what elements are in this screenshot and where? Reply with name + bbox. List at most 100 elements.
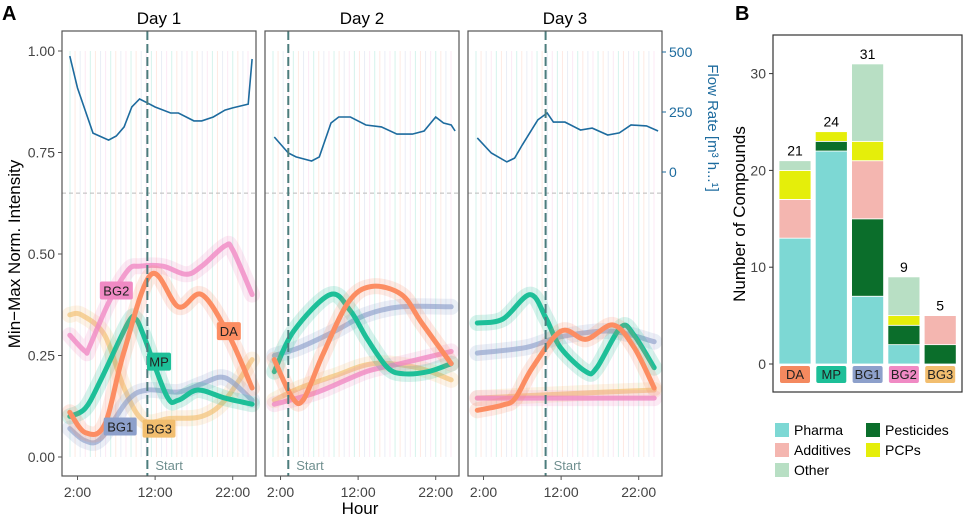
bar-segment-da-pharma: [778, 237, 812, 365]
y-tick-label: 1.00: [28, 43, 55, 59]
start-label: Start: [296, 458, 324, 473]
x-axis-label: Hour: [342, 499, 379, 518]
series-label-box-bg1: [103, 417, 137, 436]
x-tick-label: 2:00: [64, 484, 91, 500]
series-label-bg2: BG2: [103, 284, 129, 299]
x-tick-label: 12:00: [138, 484, 173, 500]
series-label-bg1: BG1: [107, 420, 133, 435]
bar-y-tick-label: 30: [750, 66, 766, 82]
x-tick-label: 2:00: [470, 484, 497, 500]
category-label-box: [780, 366, 810, 383]
y2-tick-label: 250: [669, 104, 693, 120]
y-tick-label: 0.00: [28, 449, 55, 465]
bar-segment-mp-pharma: [814, 150, 848, 365]
facet-day-1: Day 1 Start 2:00 12:00 22:00 DA MP BG1 BG2 BG3: [61, 9, 261, 500]
category-label-box: [852, 366, 883, 383]
category-label-box: [888, 366, 919, 383]
bar-y-tick-label: 0: [758, 356, 766, 372]
category-label-bg1: BG1: [855, 367, 881, 382]
bar-y-tick-label: 20: [750, 162, 766, 178]
start-label: Start: [554, 458, 582, 473]
series-line-mp: [67, 313, 255, 419]
y2-axis-label: Flow Rate [m³ h...¹]: [704, 64, 721, 192]
series-line-da: [474, 322, 657, 413]
bar-segment-bg3-additives: [923, 315, 957, 346]
series-label-box-bg2: [99, 281, 133, 300]
series-label-da: DA: [220, 324, 238, 339]
y-axis-label: Min−Max Norm. Intensity: [5, 159, 24, 348]
bar-segment-bg1-pharma: [851, 295, 884, 365]
series-line-da: [271, 283, 454, 407]
panel-b: 0 10 20 30 21 DA 24 MP 31 BG1 9 BG2 5 BG3 Pharma Pestic…: [750, 34, 963, 478]
bar-segment-mp-pesticides: [814, 140, 848, 152]
legend-swatch-additives: [775, 443, 789, 457]
flow-rate-line: [69, 55, 253, 141]
flow-rate-line: [476, 111, 659, 163]
facet-frame: [264, 30, 460, 477]
bar-y-axis-label: Number of Compounds: [730, 126, 749, 302]
series-label-box-da: [216, 322, 241, 341]
category-label-box: [816, 366, 847, 383]
bar-segment-bg1-other: [851, 63, 884, 142]
facet-day-3: Day 3 Start 2:00 12:00 22:00: [467, 9, 663, 500]
category-label-da: DA: [786, 367, 804, 382]
bar-segment-da-additives: [778, 199, 812, 239]
series-line-bg3: [271, 360, 454, 403]
series-line-bg2: [67, 241, 255, 356]
bar-segment-bg2-pharma: [887, 344, 921, 365]
bar-segment-bg2-pcps: [887, 315, 921, 326]
facet-frame: [467, 30, 663, 477]
bar-segment-bg2-pesticides: [887, 324, 921, 346]
series-line-mp: [271, 291, 454, 377]
y2-tick-label: 0: [669, 164, 677, 180]
category-label-mp: MP: [822, 367, 842, 382]
x-tick-label: 22:00: [418, 484, 453, 500]
y-tick-label: 0.75: [28, 145, 55, 161]
series-label-box-mp: [147, 352, 171, 371]
facet-title: Day 2: [340, 9, 384, 28]
facet-title: Day 3: [543, 9, 587, 28]
bar-segment-da-pcps: [778, 169, 812, 200]
legend-label-pcps: PCPs: [885, 442, 921, 458]
category-label-bg2: BG2: [891, 367, 917, 382]
bar-total-label: 31: [860, 46, 876, 62]
bar-segment-mp-pcps: [814, 131, 848, 142]
series-line-da: [67, 270, 255, 438]
legend-label-other: Other: [794, 462, 829, 478]
series-line-bg1: [271, 303, 454, 358]
legend-label-pesticides: Pesticides: [885, 422, 949, 438]
legend-swatch-other: [775, 463, 789, 477]
start-label: Start: [155, 458, 183, 473]
x-tick-label: 12:00: [544, 484, 579, 500]
legend-label-pharma: Pharma: [794, 422, 843, 438]
x-tick-label: 12:00: [341, 484, 376, 500]
bar-y-tick-label: 10: [750, 259, 766, 275]
bar-segment-bg2-other: [887, 276, 921, 317]
flow-rate-line: [273, 115, 456, 162]
bar-total-label: 5: [936, 298, 944, 314]
x-tick-label: 22:00: [621, 484, 656, 500]
y-tick-label: 0.50: [28, 246, 55, 262]
bar-total-label: 9: [900, 259, 908, 275]
x-tick-label: 22:00: [215, 484, 250, 500]
legend-swatch-pesticides: [866, 423, 880, 437]
bar-segment-da-other: [778, 160, 812, 171]
legend-swatch-pharma: [775, 423, 789, 437]
facet-title: Day 1: [137, 9, 181, 28]
bar-total-label: 21: [787, 143, 803, 159]
panel-label-a: A: [2, 3, 16, 25]
bar-segment-bg1-pcps: [851, 140, 884, 162]
category-label-box: [925, 366, 956, 383]
panel-label-b: B: [735, 3, 749, 25]
bar-total-label: 24: [824, 114, 840, 130]
category-label-bg3: BG3: [927, 367, 953, 382]
legend-label-additives: Additives: [794, 442, 851, 458]
series-label-box-bg3: [142, 419, 176, 438]
series-line-mp: [474, 292, 657, 377]
bar-segment-bg3-pesticides: [923, 344, 957, 365]
series-label-bg3: BG3: [146, 422, 172, 437]
bar-segment-bg1-additives: [851, 160, 884, 220]
legend-swatch-pcps: [866, 443, 880, 457]
